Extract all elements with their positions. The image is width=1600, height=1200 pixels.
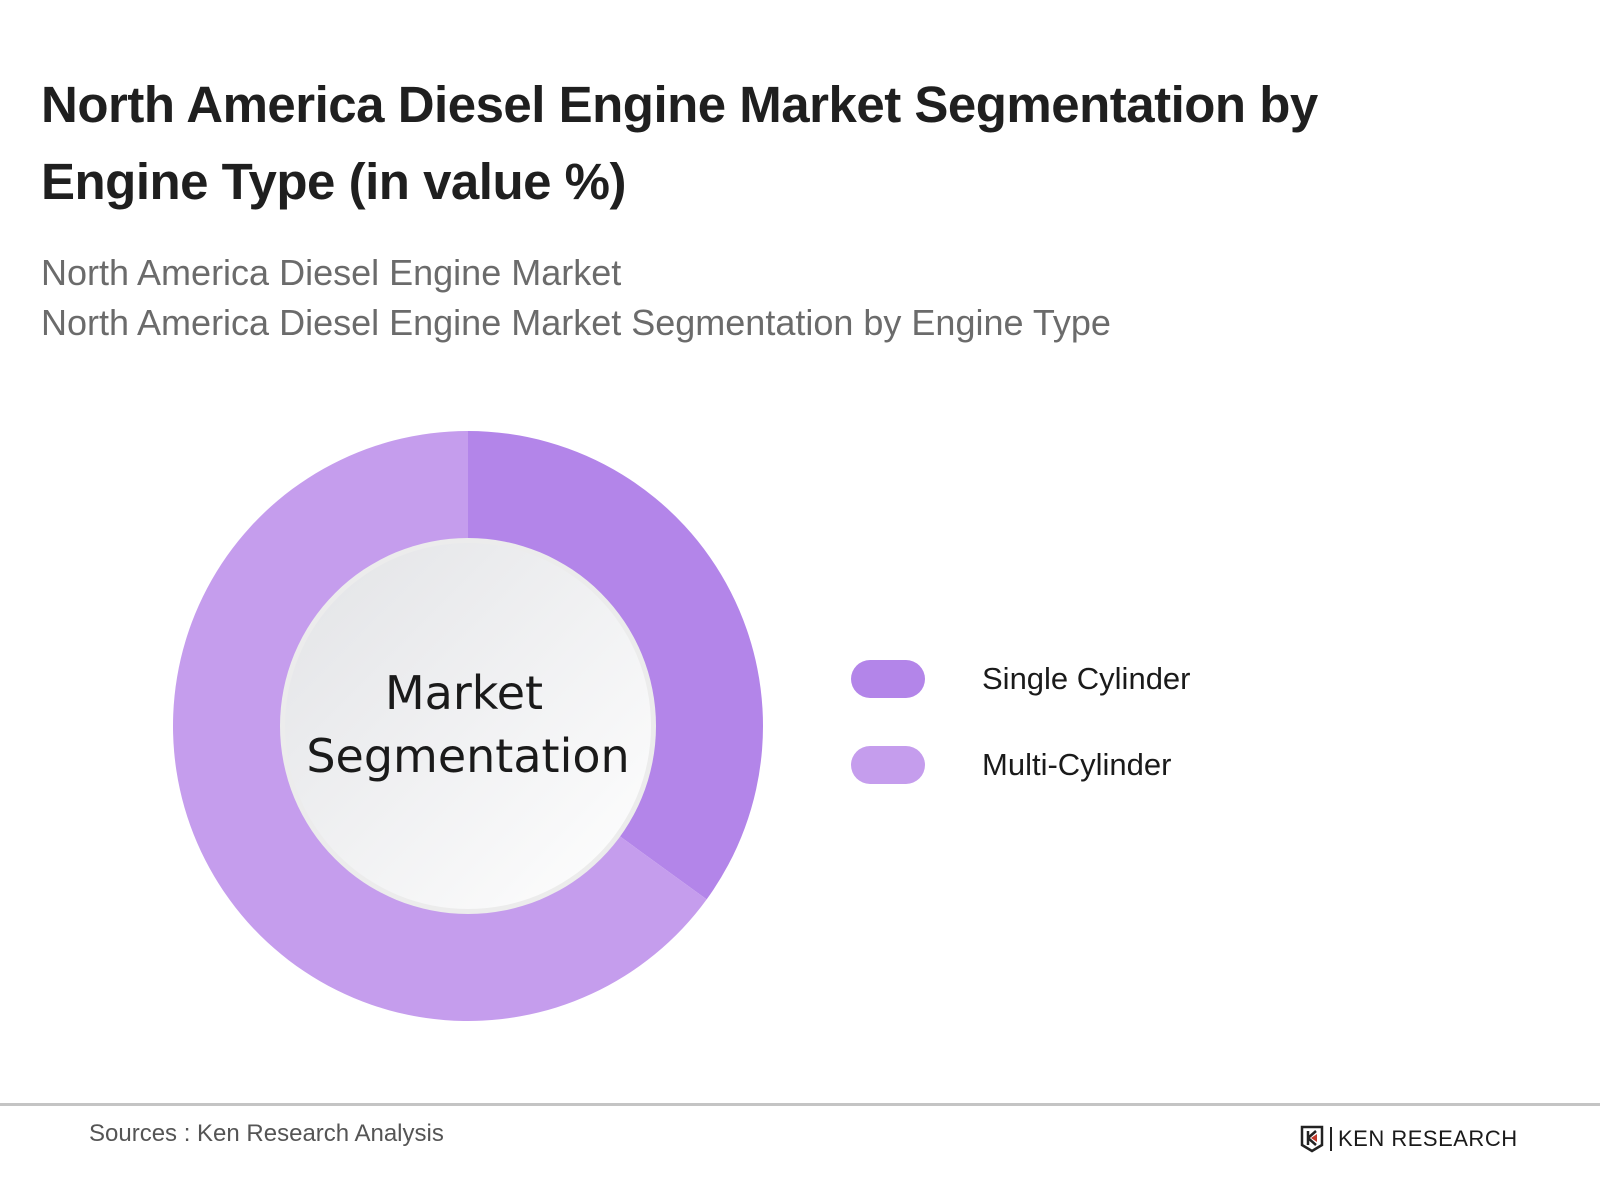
center-circle <box>285 543 651 909</box>
logo-shield-icon <box>1300 1125 1324 1153</box>
legend-swatch <box>851 660 925 698</box>
subtitle-2: North America Diesel Engine Market Segme… <box>41 302 1111 343</box>
legend-label: Single Cylinder <box>982 661 1191 696</box>
footer-divider <box>0 1103 1600 1106</box>
legend-swatch <box>851 746 925 784</box>
ken-research-logo: KEN RESEARCH <box>1300 1125 1518 1153</box>
chart-title: North America Diesel Engine Market Segme… <box>41 76 1318 210</box>
center-label-line-1: Market <box>385 666 543 720</box>
donut-chart: Market Segmentation <box>172 430 763 1021</box>
logo-separator <box>1330 1127 1332 1151</box>
legend-item-multi-cylinder: Multi-Cylinder <box>851 746 1171 784</box>
logo-text: KEN RESEARCH <box>1338 1126 1518 1151</box>
legend-item-single-cylinder: Single Cylinder <box>851 660 1191 698</box>
sources-text: Sources : Ken Research Analysis <box>89 1120 444 1147</box>
subtitle-1: North America Diesel Engine Market <box>41 252 622 293</box>
center-label-line-2: Segmentation <box>306 729 629 783</box>
legend-label: Multi-Cylinder <box>982 747 1172 782</box>
